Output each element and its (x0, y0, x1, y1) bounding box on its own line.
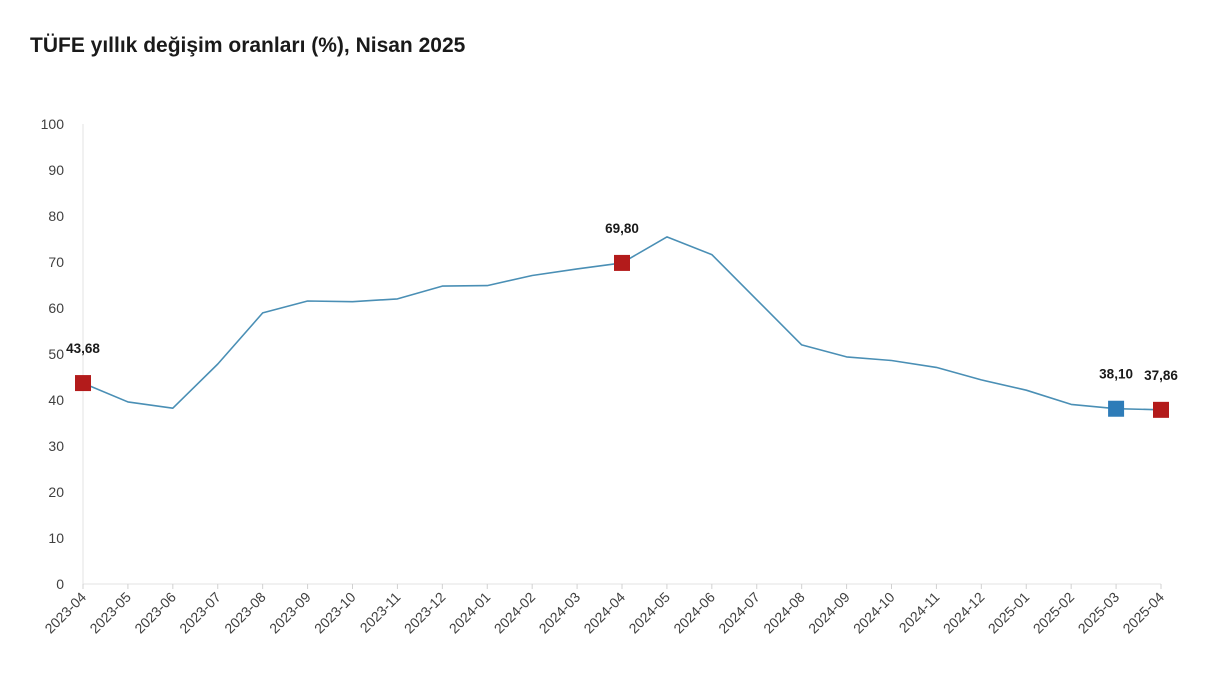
x-tick-label: 2023-08 (221, 589, 269, 637)
x-tick-label: 2023-11 (357, 589, 404, 636)
y-tick-label: 50 (48, 346, 64, 362)
highlight-marker (75, 375, 91, 392)
highlight-marker (1108, 400, 1125, 417)
marker-layer (75, 254, 1169, 418)
y-tick-label: 80 (48, 208, 64, 224)
x-tick-label: 2024-11 (896, 589, 943, 636)
y-tick-label: 20 (48, 484, 64, 500)
x-tick-label: 2023-10 (311, 589, 359, 637)
highlight-marker (614, 254, 630, 271)
data-label: 69,80 (605, 221, 639, 236)
x-tick-label: 2023-04 (41, 589, 89, 637)
data-label: 37,86 (1144, 368, 1178, 383)
x-axis: 2023-042023-052023-062023-072023-082023-… (41, 583, 1167, 637)
x-tick-label: 2023-06 (131, 589, 179, 637)
x-tick-label: 2025-04 (1119, 589, 1167, 637)
label-layer: 43,68 69,80 38,10 37,86 (66, 221, 1178, 383)
y-tick-label: 90 (48, 162, 64, 178)
y-tick-label: 40 (48, 392, 64, 408)
x-tick-label: 2024-04 (580, 589, 628, 637)
x-tick-label: 2024-05 (625, 589, 673, 637)
y-tick-label: 10 (48, 530, 64, 546)
y-axis: 0 10 20 30 40 50 60 70 80 90 100 (41, 116, 84, 592)
y-tick-label: 70 (48, 254, 64, 270)
data-label: 43,68 (66, 341, 100, 356)
x-tick-label: 2024-10 (850, 589, 898, 637)
x-tick-label: 2024-02 (491, 589, 539, 637)
x-tick-label: 2024-03 (536, 589, 584, 637)
x-tick-label: 2023-12 (401, 589, 449, 637)
x-tick-label: 2023-05 (86, 589, 134, 637)
x-tick-label: 2024-07 (715, 589, 763, 637)
x-tick-label: 2024-08 (760, 589, 808, 637)
y-tick-label: 60 (48, 300, 64, 316)
x-tick-label: 2024-01 (446, 589, 494, 637)
y-tick-label: 30 (48, 438, 64, 454)
x-tick-label: 2023-07 (176, 589, 224, 637)
x-tick-label: 2024-06 (670, 589, 718, 637)
data-label: 38,10 (1099, 367, 1133, 382)
highlight-marker (1153, 401, 1169, 418)
y-tick-label: 0 (56, 576, 64, 592)
x-tick-label: 2024-09 (805, 589, 853, 637)
y-tick-label: 100 (41, 116, 65, 132)
chart-title: TÜFE yıllık değişim oranları (%), Nisan … (30, 34, 466, 57)
x-tick-label: 2025-02 (1030, 589, 1078, 637)
x-tick-label: 2023-09 (266, 589, 314, 637)
x-tick-label: 2025-03 (1075, 589, 1123, 637)
x-tick-label: 2025-01 (985, 589, 1033, 637)
x-tick-label: 2024-12 (940, 589, 988, 637)
